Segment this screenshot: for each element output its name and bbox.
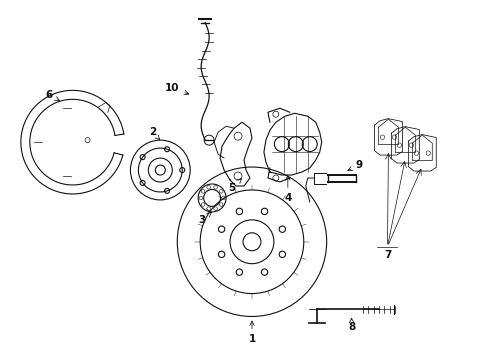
Text: 1: 1 <box>248 321 255 345</box>
Text: 8: 8 <box>347 318 354 332</box>
Text: 6: 6 <box>45 90 60 101</box>
Text: 3: 3 <box>198 212 211 225</box>
Text: 5: 5 <box>228 179 241 193</box>
Text: 7: 7 <box>383 250 390 260</box>
Text: 10: 10 <box>164 84 188 95</box>
Text: 9: 9 <box>347 160 363 171</box>
Text: 2: 2 <box>148 127 160 140</box>
Text: 4: 4 <box>284 176 291 203</box>
